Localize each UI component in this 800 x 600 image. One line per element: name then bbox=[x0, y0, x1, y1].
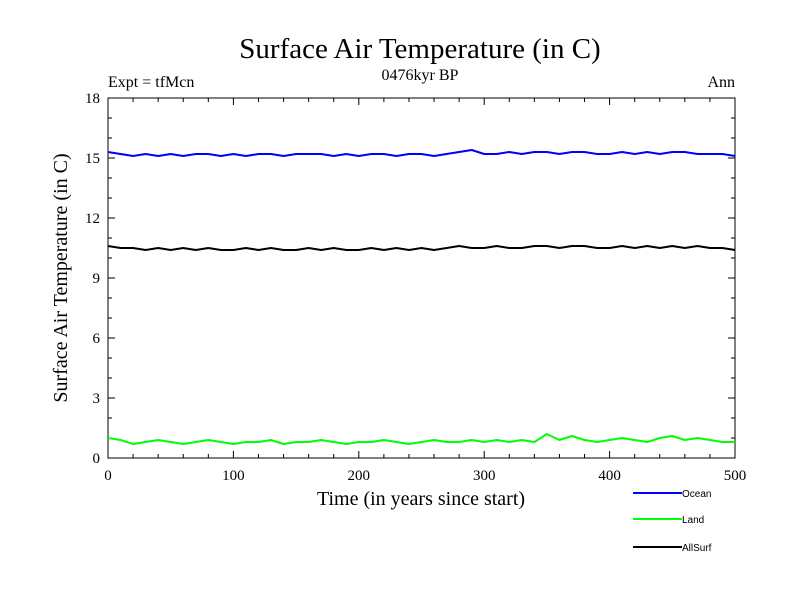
y-axis-label: Surface Air Temperature (in C) bbox=[50, 153, 72, 402]
series-line-land bbox=[107, 433, 735, 445]
series-line-allsurf bbox=[107, 245, 736, 251]
legend-label-allsurf: AllSurf bbox=[682, 543, 712, 554]
y-tick-label: 18 bbox=[85, 91, 100, 107]
y-tick-label: 12 bbox=[85, 211, 100, 227]
experiment-label: Expt = tfMcn bbox=[108, 74, 194, 91]
y-tick-label: 3 bbox=[93, 391, 101, 407]
y-tick-label: 6 bbox=[93, 331, 101, 347]
legend: Ocean Land AllSurf bbox=[633, 489, 712, 554]
x-tick-label: 0 bbox=[104, 468, 112, 484]
y-tick-label: 15 bbox=[85, 151, 100, 167]
axis-tick-labels: 0 3 6 9 12 15 18 0 100 200 300 400 500 bbox=[85, 91, 746, 484]
x-tick-label: 200 bbox=[348, 468, 371, 484]
legend-label-land: Land bbox=[682, 515, 704, 526]
x-tick-label: 300 bbox=[473, 468, 496, 484]
x-tick-label: 500 bbox=[724, 468, 747, 484]
chart-subtitle: 0476kyr BP bbox=[382, 67, 459, 84]
series-lines bbox=[107, 149, 736, 445]
x-tick-label: 100 bbox=[222, 468, 245, 484]
chart-title: Surface Air Temperature (in C) bbox=[239, 33, 600, 65]
y-tick-label: 0 bbox=[93, 451, 101, 467]
x-tick-label: 400 bbox=[598, 468, 621, 484]
axis-ticks bbox=[107, 97, 736, 459]
legend-label-ocean: Ocean bbox=[682, 489, 711, 500]
y-tick-label: 9 bbox=[93, 271, 101, 287]
season-label: Ann bbox=[707, 74, 735, 91]
x-axis-label: Time (in years since start) bbox=[317, 488, 525, 510]
series-line-ocean bbox=[107, 149, 736, 157]
